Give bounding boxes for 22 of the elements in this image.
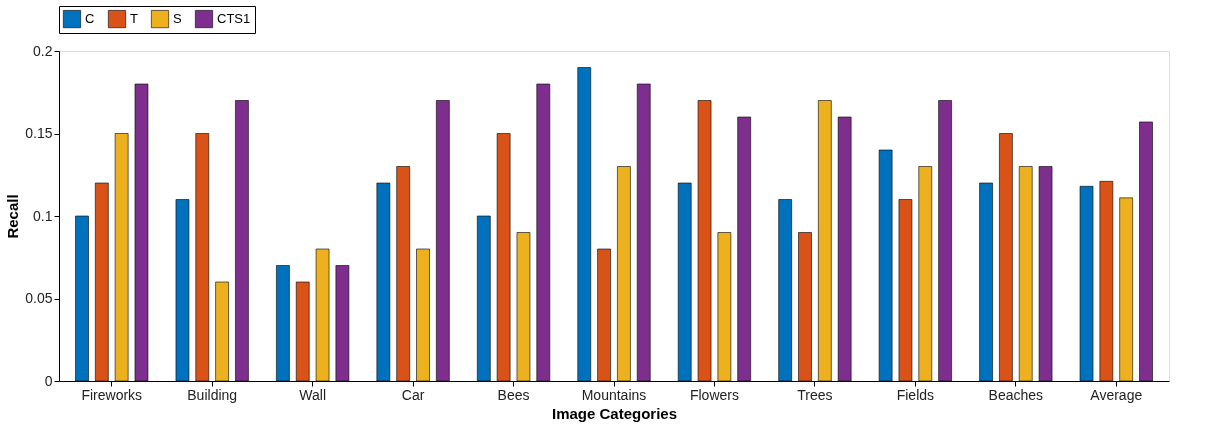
- x-tick-label: Bees: [497, 386, 530, 403]
- x-tick-label: Average: [1090, 386, 1143, 403]
- x-tick-label: Fields: [896, 386, 935, 403]
- legend-label: S: [173, 11, 182, 27]
- legend-label: T: [130, 11, 138, 27]
- x-tick-label: Fireworks: [81, 386, 143, 403]
- x-tick-label: Wall: [299, 386, 326, 403]
- legend-label: CTS1: [217, 11, 251, 27]
- y-axis-title: Recall: [4, 194, 22, 239]
- x-tick-label: Car: [401, 386, 425, 403]
- legend-label: C: [85, 11, 95, 27]
- y-tick-label: 0.1: [33, 207, 53, 224]
- y-tick-label: 0.05: [25, 290, 53, 306]
- x-tick-label: Building: [187, 386, 238, 403]
- x-tick-label: Beaches: [988, 386, 1044, 403]
- x-tick-label: Flowers: [689, 386, 739, 403]
- x-tick-label: Mountains: [581, 386, 647, 403]
- y-tick-label: 0.15: [25, 125, 53, 141]
- x-tick-label: Trees: [797, 386, 833, 403]
- x-axis-title: Image Categories: [551, 404, 678, 422]
- y-tick-label: 0.2: [33, 42, 53, 59]
- y-tick-label: 0: [44, 372, 53, 389]
